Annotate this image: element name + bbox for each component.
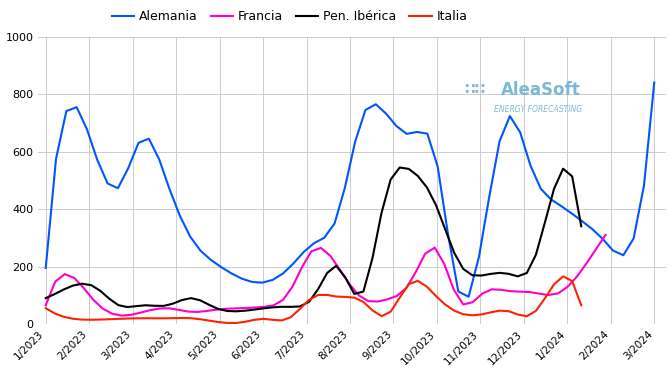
- Pen. Ibérica: [577, 224, 585, 228]
- Pen. Ibérica: [42, 296, 50, 300]
- Alemania: [145, 137, 153, 141]
- Line: Alemania: Alemania: [46, 83, 655, 297]
- Italia: [386, 310, 394, 314]
- Text: AleaSoft: AleaSoft: [501, 81, 581, 99]
- Pen. Ibérica: [132, 304, 140, 308]
- Pen. Ibérica: [223, 309, 231, 313]
- Pen. Ibérica: [196, 298, 204, 302]
- Pen. Ibérica: [214, 307, 222, 311]
- Line: Pen. Ibérica: Pen. Ibérica: [46, 167, 581, 311]
- Text: ∷∷: ∷∷: [464, 82, 486, 97]
- Francia: [42, 303, 50, 308]
- Text: ENERGY FORECASTING: ENERGY FORECASTING: [494, 105, 582, 114]
- Alemania: [464, 295, 472, 299]
- Alemania: [217, 265, 225, 269]
- Francia: [146, 308, 154, 312]
- Pen. Ibérica: [233, 309, 241, 314]
- Pen. Ibérica: [396, 165, 404, 170]
- Line: Francia: Francia: [46, 235, 605, 315]
- Italia: [178, 316, 186, 320]
- Legend: Alemania, Francia, Pen. Ibérica, Italia: Alemania, Francia, Pen. Ibérica, Italia: [107, 6, 472, 28]
- Francia: [231, 306, 239, 311]
- Alemania: [423, 131, 431, 136]
- Francia: [241, 306, 249, 310]
- Line: Italia: Italia: [46, 276, 581, 323]
- Francia: [601, 232, 610, 237]
- Francia: [118, 313, 126, 318]
- Italia: [559, 274, 567, 279]
- Italia: [42, 306, 50, 311]
- Francia: [194, 310, 202, 314]
- Alemania: [42, 266, 50, 270]
- Italia: [214, 320, 222, 324]
- Alemania: [238, 276, 246, 281]
- Pen. Ibérica: [386, 177, 394, 182]
- Italia: [196, 317, 204, 321]
- Pen. Ibérica: [178, 298, 186, 302]
- Francia: [403, 286, 411, 290]
- Alemania: [650, 80, 659, 85]
- Alemania: [248, 280, 256, 284]
- Italia: [223, 321, 231, 325]
- Francia: [212, 307, 220, 312]
- Italia: [577, 303, 585, 308]
- Italia: [132, 316, 140, 321]
- Alemania: [196, 248, 204, 253]
- Italia: [233, 321, 241, 325]
